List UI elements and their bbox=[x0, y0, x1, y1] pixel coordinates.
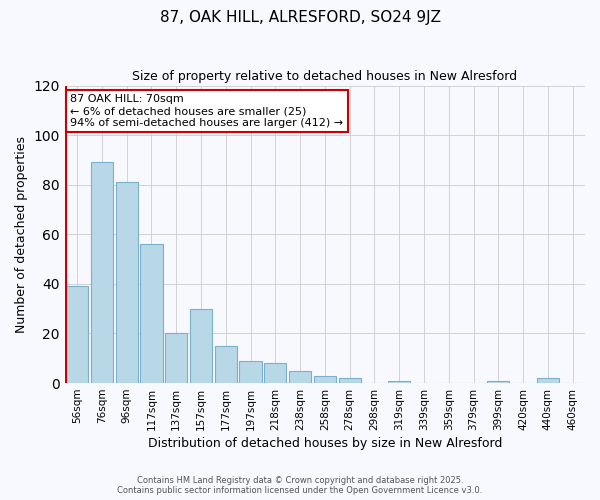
Bar bbox=[338, 378, 361, 383]
Bar bbox=[190, 308, 212, 383]
Bar bbox=[215, 346, 237, 383]
Bar bbox=[239, 361, 262, 383]
Bar bbox=[116, 182, 138, 383]
Bar bbox=[140, 244, 163, 383]
Bar bbox=[314, 376, 336, 383]
Bar bbox=[536, 378, 559, 383]
Bar bbox=[165, 334, 187, 383]
Bar bbox=[487, 380, 509, 383]
Bar bbox=[66, 286, 88, 383]
Title: Size of property relative to detached houses in New Alresford: Size of property relative to detached ho… bbox=[133, 70, 517, 83]
Bar bbox=[289, 370, 311, 383]
X-axis label: Distribution of detached houses by size in New Alresford: Distribution of detached houses by size … bbox=[148, 437, 502, 450]
Bar bbox=[264, 363, 286, 383]
Text: Contains HM Land Registry data © Crown copyright and database right 2025.
Contai: Contains HM Land Registry data © Crown c… bbox=[118, 476, 482, 495]
Text: 87 OAK HILL: 70sqm
← 6% of detached houses are smaller (25)
94% of semi-detached: 87 OAK HILL: 70sqm ← 6% of detached hous… bbox=[70, 94, 343, 128]
Bar bbox=[91, 162, 113, 383]
Y-axis label: Number of detached properties: Number of detached properties bbox=[15, 136, 28, 333]
Bar bbox=[388, 380, 410, 383]
Text: 87, OAK HILL, ALRESFORD, SO24 9JZ: 87, OAK HILL, ALRESFORD, SO24 9JZ bbox=[160, 10, 440, 25]
